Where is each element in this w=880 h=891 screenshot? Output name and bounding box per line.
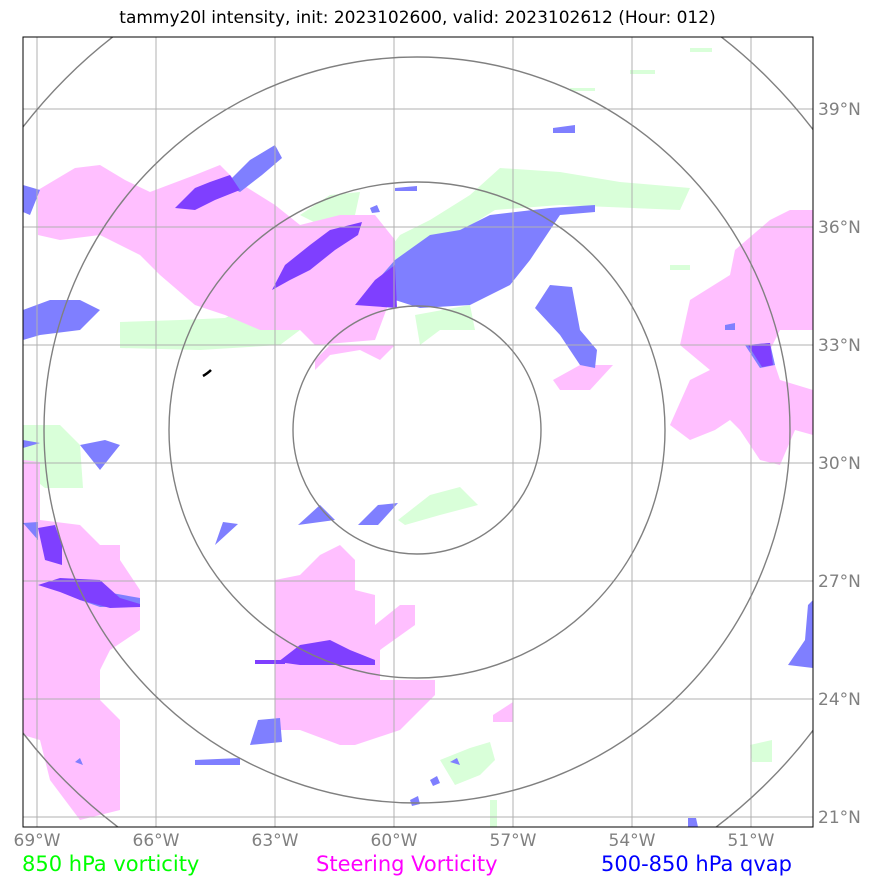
qvap-steering-overlap: [38, 175, 773, 665]
range-ring-3: [43, 56, 791, 804]
qvap-contours: [23, 125, 813, 827]
range-ring-2: [168, 181, 666, 679]
latitude-label: 36°N: [818, 218, 861, 238]
graticule: [23, 37, 813, 827]
legend-850-vorticity: 850 hPa vorticity: [22, 852, 200, 876]
range-ring-1: [292, 305, 542, 555]
legend-steering-vorticity: Steering Vorticity: [316, 852, 498, 876]
latitude-label: 24°N: [818, 690, 861, 710]
latitude-label: 33°N: [818, 336, 861, 356]
longitude-label: 66°W: [133, 831, 180, 851]
latitude-label: 21°N: [818, 808, 861, 828]
map-title: tammy20l intensity, init: 2023102600, va…: [119, 8, 716, 28]
longitude-label: 54°W: [609, 831, 656, 851]
longitude-label: 63°W: [252, 831, 299, 851]
track-marker: [202, 369, 212, 378]
longitude-labels: 69°W 66°W 63°W 60°W 57°W 54°W 51°W: [14, 831, 775, 851]
latitude-label: 30°N: [818, 454, 861, 474]
longitude-label: 51°W: [728, 831, 775, 851]
longitude-label: 69°W: [14, 831, 61, 851]
latitude-labels: 39°N 36°N 33°N 30°N 27°N 24°N 21°N: [818, 100, 861, 828]
latitude-label: 27°N: [818, 572, 861, 592]
plot-border: [22, 36, 814, 828]
longitude-label: 57°W: [490, 831, 537, 851]
latitude-label: 39°N: [818, 100, 861, 120]
legend-qvap: 500-850 hPa qvap: [601, 852, 792, 876]
longitude-label: 60°W: [371, 831, 418, 851]
